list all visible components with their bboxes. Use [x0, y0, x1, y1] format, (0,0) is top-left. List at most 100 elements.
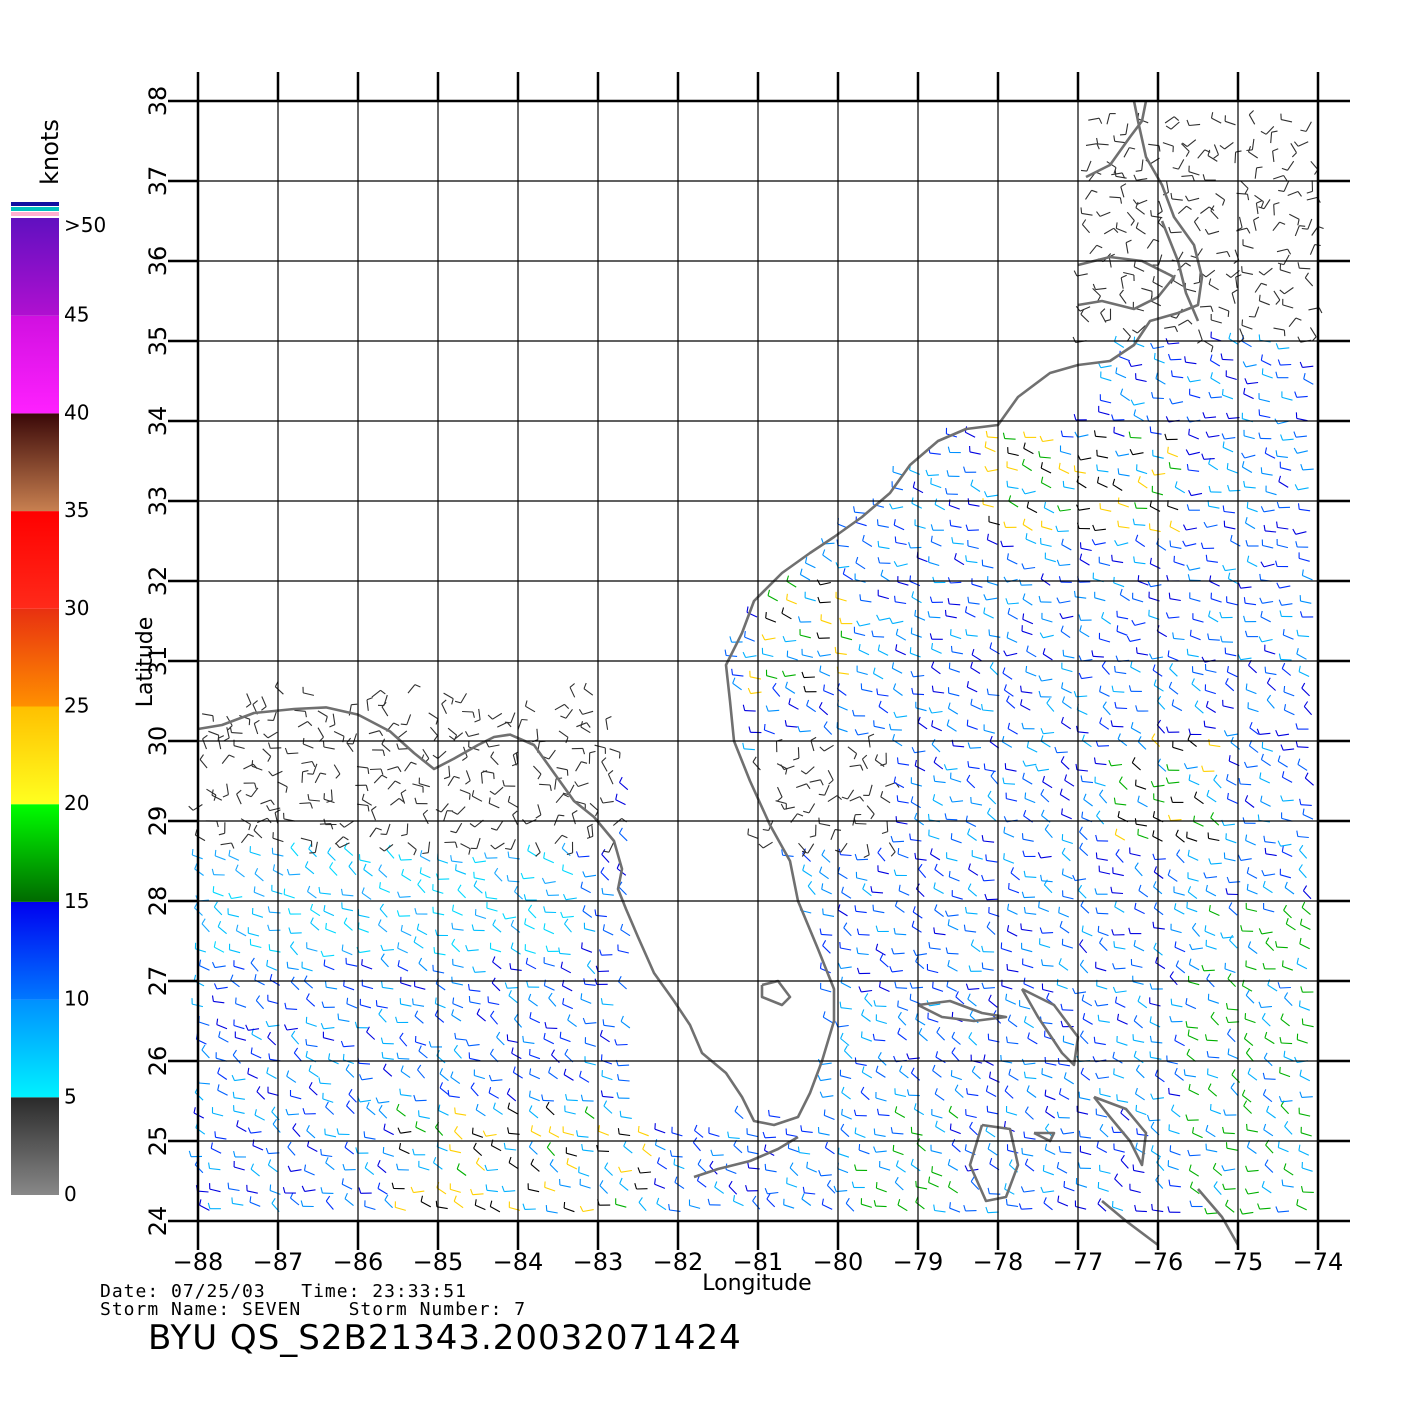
wind-barb	[493, 962, 502, 969]
wind-barb-flag	[860, 797, 864, 802]
wind-barb-flag	[566, 737, 568, 743]
wind-barb-flag	[767, 1194, 770, 1199]
wind-barb-flag	[859, 986, 861, 992]
wind-barb	[930, 453, 941, 454]
wind-barb-flag	[307, 1125, 310, 1130]
wind-barb-flag	[1278, 190, 1284, 191]
wind-barb-flag	[1206, 555, 1207, 561]
island-abaco	[1022, 989, 1078, 1065]
wind-barb	[820, 672, 830, 677]
wind-barb-flag	[1300, 362, 1302, 368]
wind-barb	[1304, 707, 1311, 715]
wind-barb-flag	[502, 1186, 504, 1192]
wind-barb-flag	[988, 1143, 990, 1149]
wind-barb-flag	[1208, 150, 1210, 156]
wind-barb	[729, 1186, 737, 1194]
wind-barb	[384, 1130, 394, 1135]
wind-barb	[672, 1133, 683, 1136]
wind-barb	[1159, 255, 1162, 266]
wind-barb-flag	[439, 1105, 440, 1111]
wind-barb-flag	[600, 1030, 602, 1036]
wind-barb	[966, 1115, 977, 1117]
wind-barb-flag	[1059, 1146, 1060, 1152]
wind-barb-flag	[434, 1157, 436, 1163]
wind-barb	[1248, 708, 1259, 711]
wind-barb	[1208, 1057, 1219, 1058]
wind-barb-flag	[601, 867, 604, 872]
wind-barb	[1216, 252, 1227, 254]
x-axis-label: Longitude	[702, 1271, 811, 1296]
wind-barb	[782, 613, 792, 619]
wind-barb-flag	[1027, 646, 1029, 652]
wind-barb	[1023, 965, 1034, 968]
wind-barb-flag	[236, 865, 238, 871]
wind-barb-flag	[340, 823, 345, 827]
wind-barb	[1126, 243, 1128, 254]
wind-barb-flag	[1189, 959, 1191, 965]
wind-barb-flag	[948, 703, 950, 709]
wind-barb	[934, 888, 944, 893]
wind-barb-flag	[1092, 539, 1095, 544]
wind-barb	[787, 600, 797, 604]
wind-barb	[822, 855, 830, 862]
wind-barb	[821, 989, 832, 992]
wind-barb	[1297, 654, 1307, 659]
wind-barb	[1264, 874, 1275, 876]
wind-barb	[972, 1072, 980, 1079]
wind-barb	[398, 1059, 409, 1060]
wind-barb	[1058, 1202, 1068, 1206]
wind-barb	[1093, 656, 1104, 657]
wind-barb	[969, 1038, 977, 1046]
coastline-pamlico	[1078, 257, 1174, 309]
wind-barb-flag	[753, 1196, 756, 1201]
wind-barb	[1112, 893, 1123, 894]
wind-barb-flag	[1133, 200, 1137, 205]
wind-barb	[1001, 949, 1012, 952]
wind-barb-flag	[822, 850, 825, 855]
wind-barb	[1121, 394, 1130, 400]
wind-barb	[840, 1076, 851, 1079]
wind-barb	[949, 505, 959, 509]
wind-barb	[525, 950, 536, 953]
wind-barb	[1042, 881, 1053, 882]
wind-barb	[1189, 198, 1200, 201]
wind-barb-flag	[385, 1195, 388, 1200]
wind-barb	[487, 1190, 498, 1191]
wind-barb	[620, 783, 628, 790]
wind-barb-flag	[967, 681, 968, 687]
wind-barb	[803, 870, 812, 876]
wind-barb	[729, 1138, 740, 1139]
wind-barb	[1288, 161, 1294, 170]
wind-barb	[823, 1017, 833, 1023]
wind-barb	[1008, 487, 1019, 489]
wind-barb-flag	[1039, 596, 1040, 602]
wind-barb-flag	[986, 1207, 988, 1213]
wind-barb-flag	[1247, 867, 1248, 873]
wind-barb-flag	[1227, 1003, 1228, 1009]
wind-barb-flag	[1301, 611, 1303, 617]
wind-barb	[1135, 562, 1146, 563]
wind-barb-flag	[730, 636, 732, 642]
wind-barb	[970, 1127, 978, 1135]
wind-barb-flag	[935, 904, 937, 910]
wind-barb	[858, 733, 869, 735]
wind-barb	[435, 1127, 442, 1135]
wind-barb	[400, 897, 411, 898]
wind-barb-flag	[1081, 1068, 1083, 1074]
wind-barb-flag	[1209, 739, 1210, 745]
wind-barb	[898, 1007, 908, 1011]
wind-barb	[250, 1202, 260, 1206]
wind-barb-flag	[1201, 543, 1203, 549]
wind-barb-flag	[1207, 974, 1210, 979]
wind-barb-flag	[1192, 679, 1195, 684]
wind-barb-flag	[1150, 558, 1151, 564]
wind-barb	[1174, 562, 1185, 565]
wind-barb-flag	[601, 1091, 602, 1097]
wind-barb-flag	[1121, 184, 1126, 187]
wind-barb	[1302, 908, 1310, 915]
wind-barb-flag	[1195, 792, 1197, 798]
wind-barb	[582, 948, 592, 952]
wind-barb	[419, 1051, 428, 1058]
wind-barb	[1283, 1186, 1294, 1188]
wind-barb	[508, 1040, 519, 1042]
